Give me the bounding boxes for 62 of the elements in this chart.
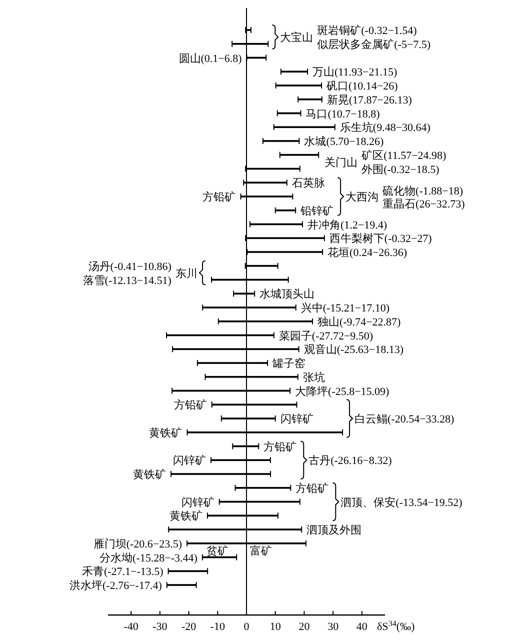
category: 分水坳(-15.28−-3.44) [100,552,198,564]
category: 闪锌矿 [173,455,206,468]
xtick: -40 [124,621,138,633]
category: 西牛梨树下(-0.32−27) [329,233,432,246]
category: 石英脉 [292,178,325,190]
category: 外围(-0.32−18.5) [362,164,440,176]
category: 似层状多金属矿(-5−7.5) [317,38,431,51]
xtick: 30 [328,621,339,633]
annotation: 重晶石(26−32.73) [382,198,465,210]
annotation: 古丹(-26.16−8.32) [308,455,392,468]
annotation: 东川 [176,268,198,280]
xtick: -30 [152,621,168,633]
category: 水城(5.70−18.26) [304,136,384,148]
category: 雁门坝(-20.6−23.5) [93,538,182,550]
xtick: 0 [244,621,250,633]
annotation: 白云鳎(-20.54−33.28) [354,414,454,426]
category: 矿区(11.57−24.98) [362,150,446,162]
category: 方铅矿 [202,192,236,204]
category: 黄铁矿 [133,469,166,481]
category: 闪锌矿 [280,414,314,426]
category: 禾青(-27.1−-13.5) [82,566,164,578]
category: 独山(-9.74−22.87) [318,316,401,328]
category: 观音山(-25.63−18.13) [304,344,404,356]
category: 洪水坪(-2.76−-17.4) [70,580,162,592]
category: 马口(10.7−18.8) [306,108,380,120]
category: 水城顶头山 [260,288,315,301]
category: 斑岩铜矿(-0.32−1.54) [317,25,417,37]
category: 黄铁矿 [169,510,202,523]
category: 圆山(0.1−6.8) [178,52,242,65]
xlabel: δS$^{34}$(‰) [377,618,415,633]
category: 新晃(17.87−26.13) [326,94,412,106]
xtick: 20 [298,621,310,633]
category: 万山(11.93−21.15) [312,66,398,79]
annotation: 大西沟 [346,192,379,204]
category: 铅锌矿 [300,205,334,218]
category: 方铅矿 [296,482,329,495]
category: 泗顶及外围 [306,524,362,536]
category: 矾口(10.14−26) [326,80,398,92]
category: 落雪(-12.13−14.51) [82,274,172,287]
annotation: 富矿 [250,545,272,558]
category: 乐生坑(9.48−30.64) [340,122,430,134]
category: 方铅矿 [264,441,297,454]
xtick: 40 [356,621,368,633]
category: 闪锌矿 [181,496,214,509]
xtick: 10 [270,621,281,633]
category: 兴中(-15.21−17.10) [300,302,390,314]
category: 张坑 [302,372,325,384]
xtick: -10 [210,621,225,633]
annotation: 泗顶、保安(-13.54−19.52) [340,496,462,509]
annotation: 大宝山 [280,32,314,44]
category: 菜园子(-27.72−9.50) [278,330,374,342]
annotation: 关门山 [324,156,358,169]
xtick: -20 [181,621,196,633]
annotation: 贫矿 [206,545,229,558]
category: 花垣(0.24−26.36) [328,247,408,259]
annotation: 硫化物(-1.88−18) [382,186,463,198]
category: 黄铁矿 [149,427,182,440]
category: 大降坪(-25.8−15.09) [295,386,390,398]
category: 罐子窑 [272,358,306,370]
category: 井冲角(1.2−19.4) [307,219,387,232]
category: 汤丹(-0.41−10.86) [88,260,172,273]
category: 方铅矿 [174,400,207,412]
